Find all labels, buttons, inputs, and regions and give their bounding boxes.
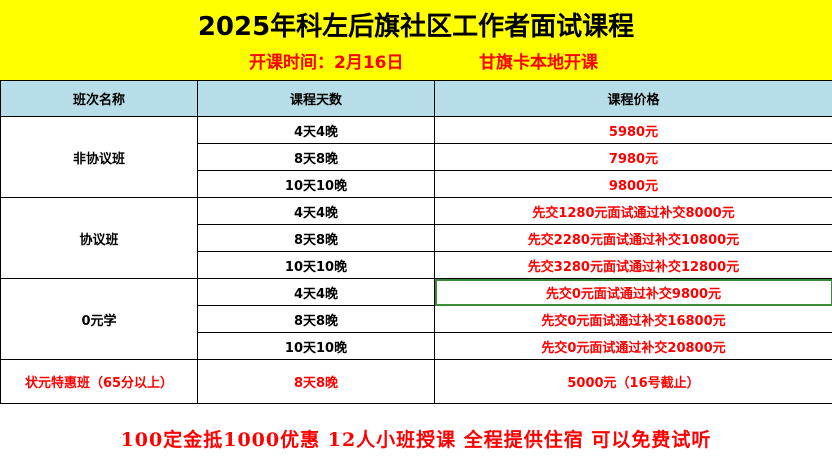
days-cell[interactable]: 4天4晚 [197, 278, 435, 306]
table-row: 10天10晚 先交0元面试通过补交20800元 [1, 332, 832, 360]
price-cell-selected[interactable]: 先交0元面试通过补交9800元 [434, 278, 832, 306]
header-class-name[interactable]: 班次名称 [0, 80, 198, 117]
table-row: 协议班 4天4晚 先交1280元面试通过补交8000元 [0, 197, 832, 279]
price-cell[interactable]: 先交0元面试通过补交16800元 [434, 305, 832, 333]
price-table: 班次名称 课程天数 课程价格 非协议班 4天4晚 5980元 8天8晚 7980… [0, 80, 832, 404]
table-row: 10天10晚 先交3280元面试通过补交12800元 [1, 251, 832, 279]
header-course-price[interactable]: 课程价格 [434, 80, 832, 117]
days-cell[interactable]: 10天10晚 [197, 251, 435, 279]
price-cell[interactable]: 7980元 [434, 143, 832, 171]
table-row: 8天8晚 先交2280元面试通过补交10800元 [1, 224, 832, 252]
price-cell[interactable]: 9800元 [434, 170, 832, 198]
table-row: 状元特惠班（65分以上） 8天8晚 5000元（16号截止） [0, 359, 832, 404]
days-cell[interactable]: 8天8晚 [197, 359, 435, 404]
price-cell[interactable]: 先交2280元面试通过补交10800元 [434, 224, 832, 252]
table-row: 非协议班 4天4晚 5980元 [0, 116, 832, 198]
days-cell[interactable]: 8天8晚 [197, 224, 435, 252]
group-non-agreement[interactable]: 非协议班 [0, 116, 198, 198]
days-cell[interactable]: 4天4晚 [197, 197, 435, 225]
header-course-days[interactable]: 课程天数 [197, 80, 435, 117]
price-cell[interactable]: 先交1280元面试通过补交8000元 [434, 197, 832, 225]
table-row: 0元学 4天4晚 先交0元面试通过补交9800元 [0, 278, 832, 360]
days-cell[interactable]: 10天10晚 [197, 170, 435, 198]
days-cell[interactable]: 10天10晚 [197, 332, 435, 360]
title-banner: 2025年科左后旗社区工作者面试课程 开课时间：2月16日 甘旗卡本地开课 [0, 0, 832, 81]
days-cell[interactable]: 8天8晚 [197, 143, 435, 171]
group-top-scorer-special[interactable]: 状元特惠班（65分以上） [0, 359, 198, 404]
table-row: 8天8晚 先交0元面试通过补交16800元 [1, 305, 832, 333]
price-cell[interactable]: 先交3280元面试通过补交12800元 [434, 251, 832, 279]
table-header-row: 班次名称 课程天数 课程价格 [0, 80, 832, 117]
table-row: 8天8晚 7980元 [1, 143, 832, 171]
table-row: 10天10晚 9800元 [1, 170, 832, 198]
promo-footer: 100定金抵1000优惠 12人小班授课 全程提供住宿 可以免费试听 [120, 429, 712, 451]
price-cell[interactable]: 5980元 [434, 116, 832, 144]
group-zero-yuan[interactable]: 0元学 [0, 278, 198, 360]
page-title: 2025年科左后旗社区工作者面试课程 [197, 12, 635, 42]
group-agreement[interactable]: 协议班 [0, 197, 198, 279]
days-cell[interactable]: 8天8晚 [197, 305, 435, 333]
price-cell[interactable]: 5000元（16号截止） [434, 359, 832, 404]
price-cell[interactable]: 先交0元面试通过补交20800元 [434, 332, 832, 360]
location-text: 甘旗卡本地开课 [479, 53, 598, 73]
days-cell[interactable]: 4天4晚 [197, 116, 435, 144]
start-time-text: 开课时间：2月16日 [249, 53, 404, 73]
